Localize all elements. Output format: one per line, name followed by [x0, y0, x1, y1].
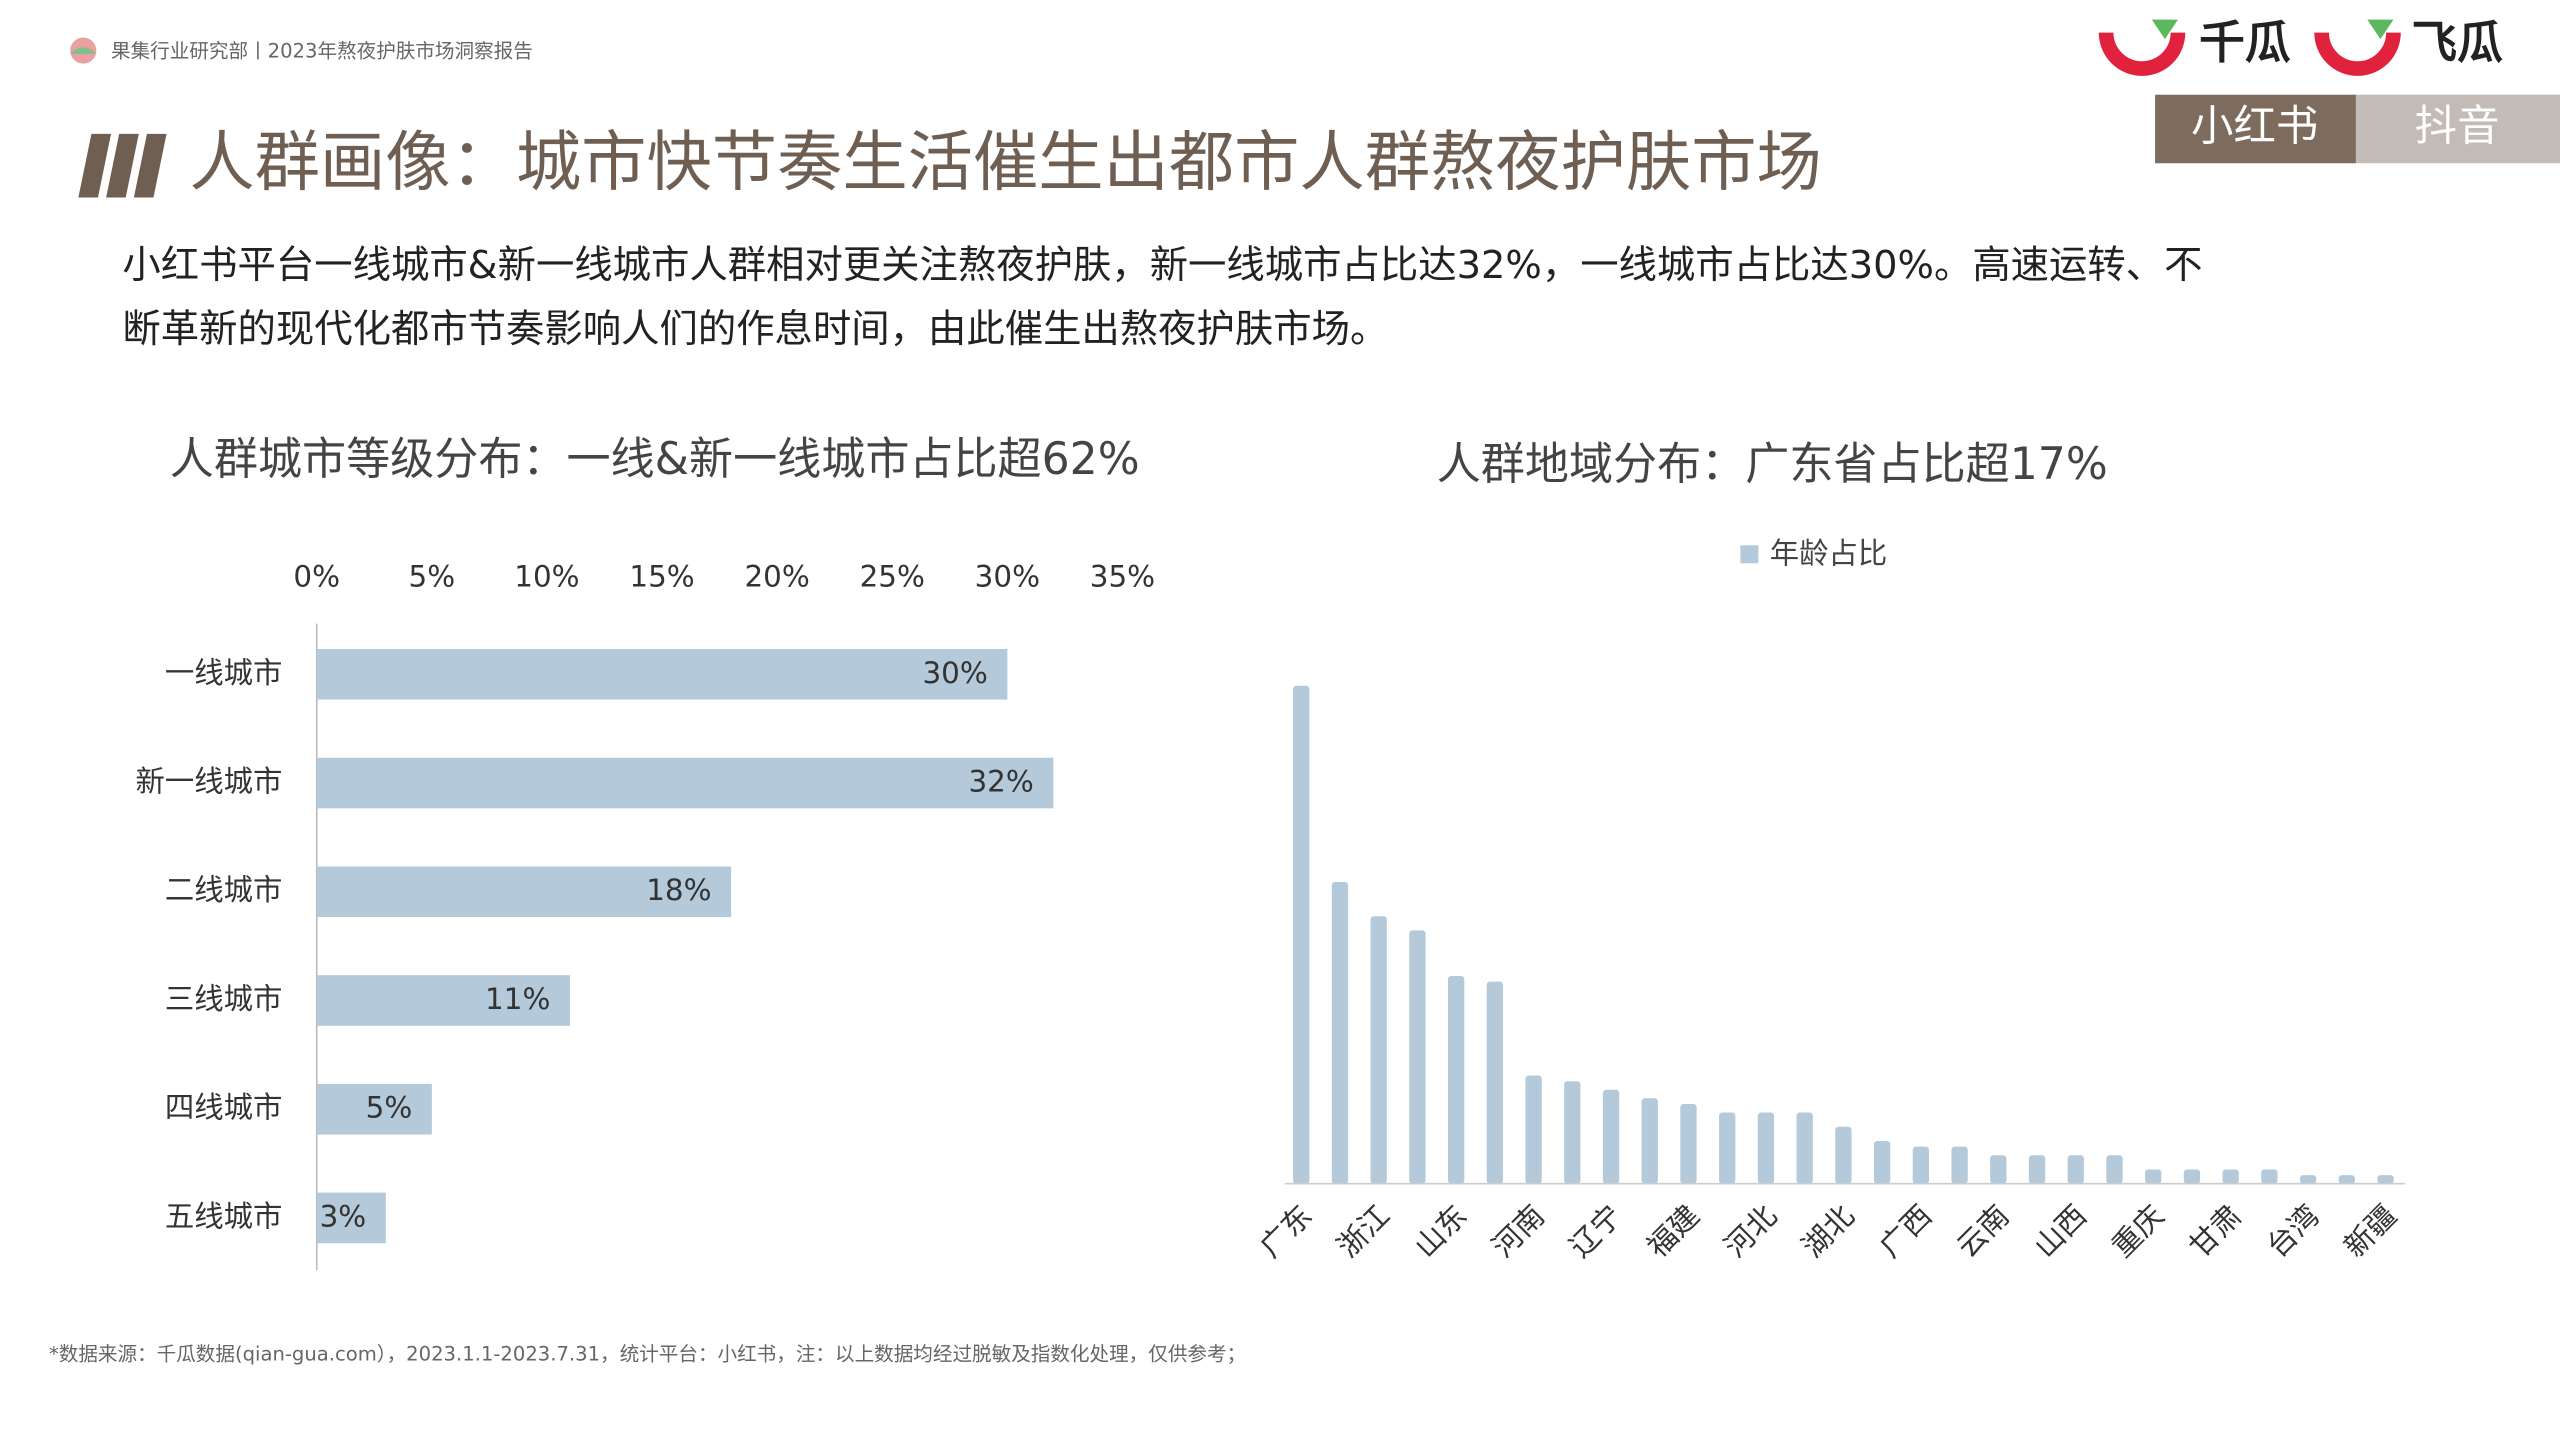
bar: [316, 1083, 432, 1135]
bar: [1447, 975, 1465, 1184]
bar: [1525, 1075, 1542, 1184]
bar: [316, 757, 1054, 809]
bar: [2106, 1155, 2123, 1184]
bar: [1564, 1081, 1581, 1184]
bar: [1719, 1112, 1736, 1184]
x-tick-label: 新疆: [2337, 1198, 2403, 1264]
x-tick-label: 重庆: [2105, 1198, 2171, 1264]
bar: [1486, 981, 1504, 1184]
x-tick-label: 辽宁: [1563, 1198, 1629, 1264]
report-icon-leaf: [70, 47, 97, 54]
x-tick-label: 甘肃: [2183, 1198, 2249, 1264]
bar: [2338, 1175, 2356, 1184]
x-tick-label: 河北: [1718, 1198, 1784, 1264]
tab-label[interactable]: 抖音: [2415, 102, 2500, 151]
x-tick-label: 山西: [2028, 1198, 2094, 1264]
x-tick-label: 25%: [860, 559, 925, 593]
page-title: 人群画像：城市快节奏生活催生出都市人群熬夜护肤市场: [189, 125, 1821, 201]
logo-icon-leaf: [2367, 19, 2394, 40]
bar: [1912, 1146, 1930, 1184]
x-tick-label: 20%: [744, 559, 809, 593]
intro-line: 小红书平台一线城市&新一线城市人群相对更关注熬夜护肤，新一线城市占比达32%，一…: [122, 243, 2202, 288]
bar: [1835, 1126, 1852, 1184]
x-tick-label: 湖北: [1795, 1198, 1861, 1264]
intro-line: 断革新的现代化都市节奏影响人们的作息时间，由此催生出熬夜护肤市场。: [122, 307, 1388, 352]
x-tick-label: 广东: [1253, 1198, 1319, 1264]
tab-label[interactable]: 小红书: [2191, 102, 2318, 151]
y-tick-label: 五线城市: [165, 1199, 283, 1233]
logo-text: 千瓜: [2199, 16, 2291, 69]
bar: [1951, 1146, 1968, 1184]
bar: [2067, 1155, 2084, 1184]
bar: [2028, 1155, 2046, 1184]
x-tick-label: 浙江: [1331, 1198, 1397, 1264]
value-label: 18%: [646, 873, 711, 907]
bar: [2145, 1169, 2162, 1184]
x-tick-label: 5%: [409, 559, 456, 593]
logo-icon: [2098, 32, 2186, 76]
value-label: 32%: [968, 765, 1033, 799]
chart-title: 人群城市等级分布：一线&新一线城市占比超62%: [170, 434, 1140, 485]
x-tick-label: 35%: [1090, 559, 1155, 593]
legend-label: 年龄占比: [1770, 537, 1888, 571]
bar: [316, 648, 1008, 700]
bar: [1331, 882, 1349, 1184]
value-label: 11%: [485, 982, 550, 1016]
bar: [1796, 1112, 1813, 1184]
value-label: 30%: [922, 656, 987, 690]
x-tick-label: 福建: [1640, 1198, 1706, 1264]
x-tick-label: 15%: [629, 559, 694, 593]
bar: [1641, 1098, 1658, 1184]
y-tick-label: 一线城市: [165, 656, 283, 690]
bar: [1409, 930, 1426, 1184]
x-tick-label: 山东: [1408, 1198, 1474, 1264]
legend-swatch: [1740, 545, 1759, 564]
bar: [1990, 1155, 2007, 1184]
logo-icon-leaf: [2151, 19, 2178, 40]
bar: [2299, 1175, 2317, 1184]
title-bars: [78, 133, 167, 198]
bar: [1873, 1140, 1891, 1184]
bar: [2222, 1169, 2239, 1184]
x-tick-label: 云南: [1950, 1198, 2016, 1264]
bar: [1680, 1104, 1697, 1184]
x-tick-label: 10%: [514, 559, 579, 593]
bar: [1757, 1112, 1775, 1184]
bar: [316, 975, 570, 1026]
y-tick-label: 三线城市: [165, 982, 283, 1016]
value-label: 3%: [320, 1199, 367, 1233]
y-tick-label: 新一线城市: [136, 765, 283, 799]
logo-text: 飞瓜: [2411, 16, 2503, 69]
tab-active[interactable]: [2155, 94, 2356, 164]
bar: [316, 1192, 386, 1244]
x-tick-label: 广西: [1873, 1198, 1939, 1264]
bar: [2377, 1175, 2394, 1184]
chart-title: 人群地域分布：广东省占比超17%: [1437, 439, 2108, 490]
x-tick-label: 台湾: [2260, 1198, 2326, 1264]
bar: [1293, 685, 1310, 1184]
x-tick-label: 0%: [293, 559, 340, 593]
bar: [2183, 1169, 2201, 1184]
report-name: 果集行业研究部丨2023年熬夜护肤市场洞察报告: [111, 40, 533, 63]
logo-icon: [2314, 32, 2401, 76]
x-tick-label: 30%: [975, 559, 1040, 593]
footnote: *数据来源：千瓜数据(qian-gua.com），2023.1.1-2023.7…: [49, 1343, 1246, 1366]
x-tick-label: 河南: [1485, 1198, 1551, 1264]
tab[interactable]: [2355, 94, 2560, 164]
bar: [1602, 1089, 1620, 1184]
y-tick-label: 四线城市: [165, 1091, 283, 1125]
value-label: 5%: [366, 1091, 413, 1125]
bar: [1370, 916, 1387, 1184]
bar: [2261, 1169, 2278, 1184]
bar: [316, 866, 732, 918]
y-tick-label: 二线城市: [165, 873, 283, 907]
